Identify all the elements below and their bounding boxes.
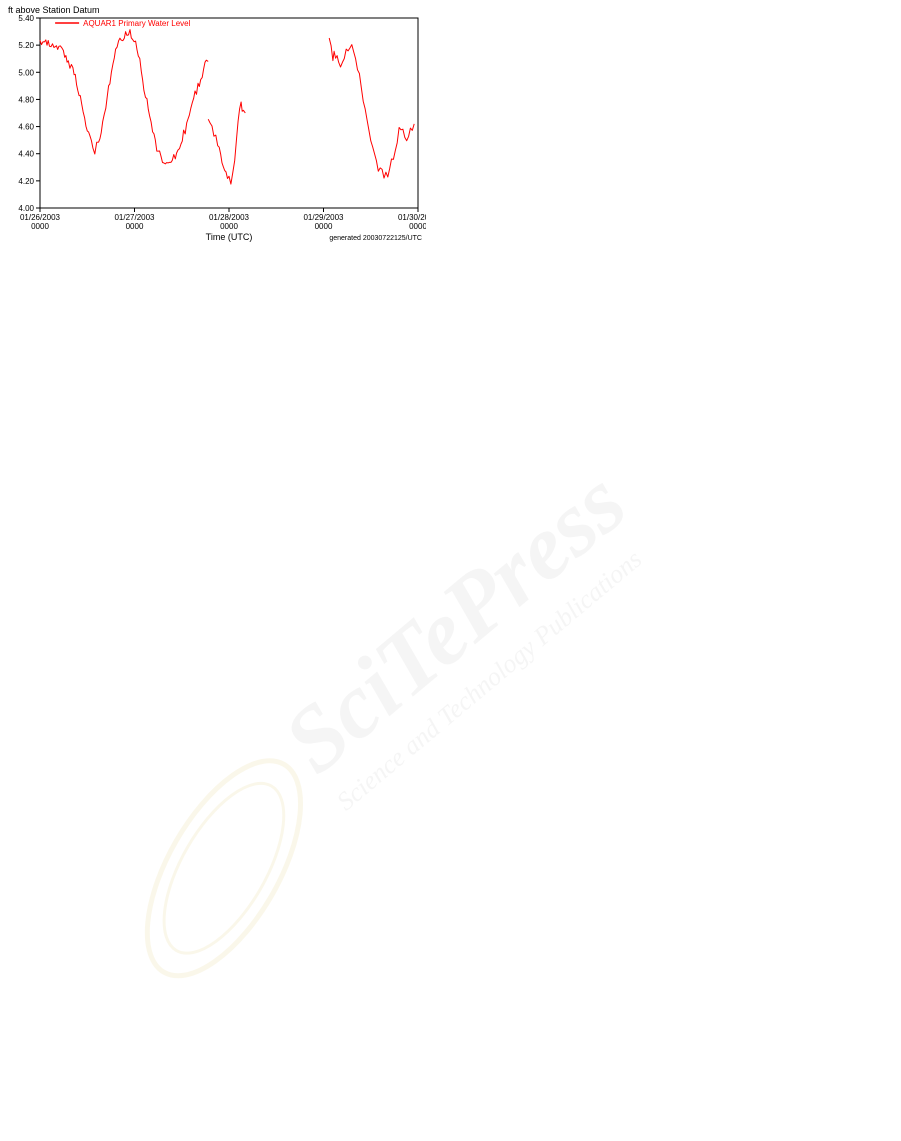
y-tick-label: 4.60 [18, 123, 34, 132]
legend-label: AQUAR1 Primary Water Level [83, 19, 191, 28]
scitepress-watermark: SciTePressScience and Technology Publica… [0, 225, 901, 1030]
watermark-ellipse-icon [116, 736, 331, 999]
water-level-chart: ft above Station Datum4.004.204.404.604.… [6, 4, 426, 249]
y-tick-label: 5.00 [18, 68, 34, 77]
page-root: ft above Station Datum4.004.204.404.604.… [0, 0, 901, 1141]
y-tick-label: 4.00 [18, 204, 34, 213]
watermark-svg: SciTePressScience and Technology Publica… [0, 225, 901, 1025]
y-tick-label: 5.40 [18, 14, 34, 23]
generated-timestamp: generated 20030722125/UTC [329, 235, 422, 242]
y-tick-label: 4.20 [18, 177, 34, 186]
y-tick-label: 4.80 [18, 95, 34, 104]
y-tick-label: 4.40 [18, 150, 34, 159]
chart-svg: ft above Station Datum4.004.204.404.604.… [6, 4, 426, 244]
x-tick-date: 01/26/2003 [20, 213, 61, 222]
x-tick-date: 01/30/2003 [398, 213, 426, 222]
x-tick-time: 0000 [220, 222, 238, 231]
x-tick-date: 01/28/2003 [209, 213, 250, 222]
x-axis-label: Time (UTC) [206, 232, 253, 242]
x-tick-time: 0000 [31, 222, 49, 231]
x-tick-time: 0000 [126, 222, 144, 231]
x-tick-time: 0000 [409, 222, 426, 231]
watermark-main-text: SciTePress [264, 450, 644, 792]
x-tick-date: 01/27/2003 [114, 213, 155, 222]
x-tick-date: 01/29/2003 [303, 213, 344, 222]
watermark-sub-text: Science and Technology Publications [331, 544, 647, 816]
y-tick-label: 5.20 [18, 41, 34, 50]
x-tick-time: 0000 [315, 222, 333, 231]
